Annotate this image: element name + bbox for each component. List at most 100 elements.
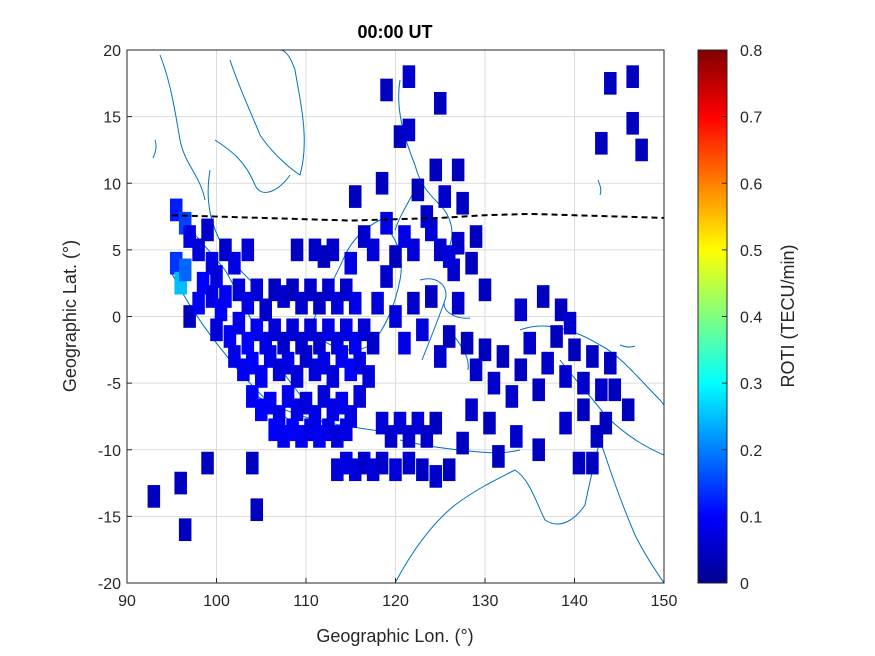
roti-cell <box>442 245 456 268</box>
roti-cell <box>621 398 635 422</box>
roti-cell <box>375 171 389 195</box>
colorbar-tick-label: 0.3 <box>740 376 762 393</box>
roti-cell <box>536 285 550 308</box>
y-tick-label: 0 <box>112 310 121 327</box>
roti-cell <box>366 331 380 355</box>
coast-indochina <box>159 50 305 201</box>
roti-cell <box>340 418 353 442</box>
x-axis-label: Geographic Lon. (°) <box>316 626 473 646</box>
roti-cell <box>210 318 223 342</box>
roti-cell <box>398 225 411 248</box>
roti-cell <box>456 191 469 215</box>
roti-cell <box>210 265 223 288</box>
roti-cell <box>586 451 599 475</box>
roti-cell <box>469 358 483 382</box>
x-tick-label: 150 <box>651 593 678 610</box>
roti-cell <box>577 398 590 422</box>
roti-cell <box>442 458 456 482</box>
roti-cell <box>380 211 393 235</box>
roti-cell <box>514 358 528 382</box>
roti-cell <box>425 285 438 308</box>
roti-cell <box>380 78 393 102</box>
roti-cell <box>505 385 519 408</box>
colorbar-tick-label: 0.1 <box>740 509 762 526</box>
y-tick-label: 10 <box>103 176 121 193</box>
roti-cell <box>178 258 192 282</box>
roti-cell <box>496 345 510 368</box>
roti-cell <box>246 451 259 475</box>
roti-cell <box>469 225 483 248</box>
roti-cell <box>595 131 608 155</box>
roti-cell <box>402 65 416 88</box>
roti-cell <box>228 251 241 275</box>
roti-cell <box>568 338 581 362</box>
roti-cell <box>241 238 255 262</box>
colorbar-tick-label: 0.6 <box>740 176 762 193</box>
colorbar-tick-label: 0.4 <box>740 310 762 327</box>
roti-cell <box>344 251 358 275</box>
coast-thailand-gulf <box>214 139 291 193</box>
roti-cell <box>411 178 425 202</box>
roti-cell <box>550 325 563 348</box>
roti-cell <box>308 238 322 262</box>
roti-cell <box>348 185 362 208</box>
x-tick-label: 140 <box>561 593 588 610</box>
y-tick-label: 20 <box>103 43 121 60</box>
roti-cell <box>456 431 469 455</box>
roti-cell <box>416 318 429 342</box>
roti-cell <box>192 238 205 262</box>
roti-cell <box>433 91 447 115</box>
roti-cell <box>532 438 545 462</box>
roti-cell <box>563 311 577 335</box>
roti-cell <box>219 285 232 308</box>
colorbar-tick-label: 0 <box>740 576 749 593</box>
roti-cell <box>147 485 161 508</box>
roti-cell <box>178 518 192 542</box>
roti-cell <box>250 278 264 302</box>
y-tick-label: 15 <box>103 110 121 127</box>
y-tick-label: 5 <box>112 243 121 260</box>
roti-cell <box>532 378 545 402</box>
roti-cell <box>604 71 617 95</box>
y-axis-ticks: -20 -15 -10 -5 0 5 10 15 20 <box>98 43 132 593</box>
roti-cell <box>402 451 416 475</box>
roti-cell <box>572 451 586 475</box>
magnetic-equator-line <box>171 212 664 222</box>
colorbar-tick-label: 0.2 <box>740 443 762 460</box>
roti-cell <box>259 298 272 322</box>
colorbar-label: ROTI (TECU/min) <box>778 245 798 388</box>
roti-cell <box>483 411 496 435</box>
x-axis-ticks: 90 100 110 120 130 140 150 <box>118 578 677 610</box>
coast-islands-a <box>152 139 636 348</box>
roti-cells <box>147 65 648 542</box>
roti-cell <box>375 451 389 475</box>
y-tick-label: -5 <box>107 376 121 393</box>
colorbar-tick-label: 0.5 <box>740 243 762 260</box>
roti-cell <box>429 411 443 435</box>
roti-cell <box>438 185 451 208</box>
roti-cell <box>389 458 402 482</box>
roti-cell <box>541 351 554 375</box>
roti-cell <box>492 445 505 468</box>
x-tick-label: 90 <box>118 593 136 610</box>
roti-cell <box>559 365 572 388</box>
roti-cell <box>192 291 205 315</box>
colorbar-tick-label: 0.7 <box>740 110 762 127</box>
y-tick-label: -20 <box>98 576 121 593</box>
roti-cell <box>389 245 402 268</box>
x-tick-label: 130 <box>472 593 499 610</box>
roti-cell <box>595 378 608 402</box>
roti-cell <box>407 291 420 315</box>
roti-cell <box>451 291 465 315</box>
roti-cell <box>353 385 366 408</box>
roti-cell <box>510 425 523 448</box>
roti-cell <box>442 325 456 348</box>
roti-cell <box>348 291 362 315</box>
y-tick-label: -15 <box>98 509 121 526</box>
colorbar-tick-label: 0.8 <box>740 43 762 60</box>
colorbar-ticks: 0 0.1 0.2 0.3 0.4 0.5 0.6 0.7 0.8 <box>722 43 762 593</box>
roti-cell <box>290 365 304 388</box>
roti-cell <box>604 351 617 375</box>
roti-cell <box>398 331 411 355</box>
